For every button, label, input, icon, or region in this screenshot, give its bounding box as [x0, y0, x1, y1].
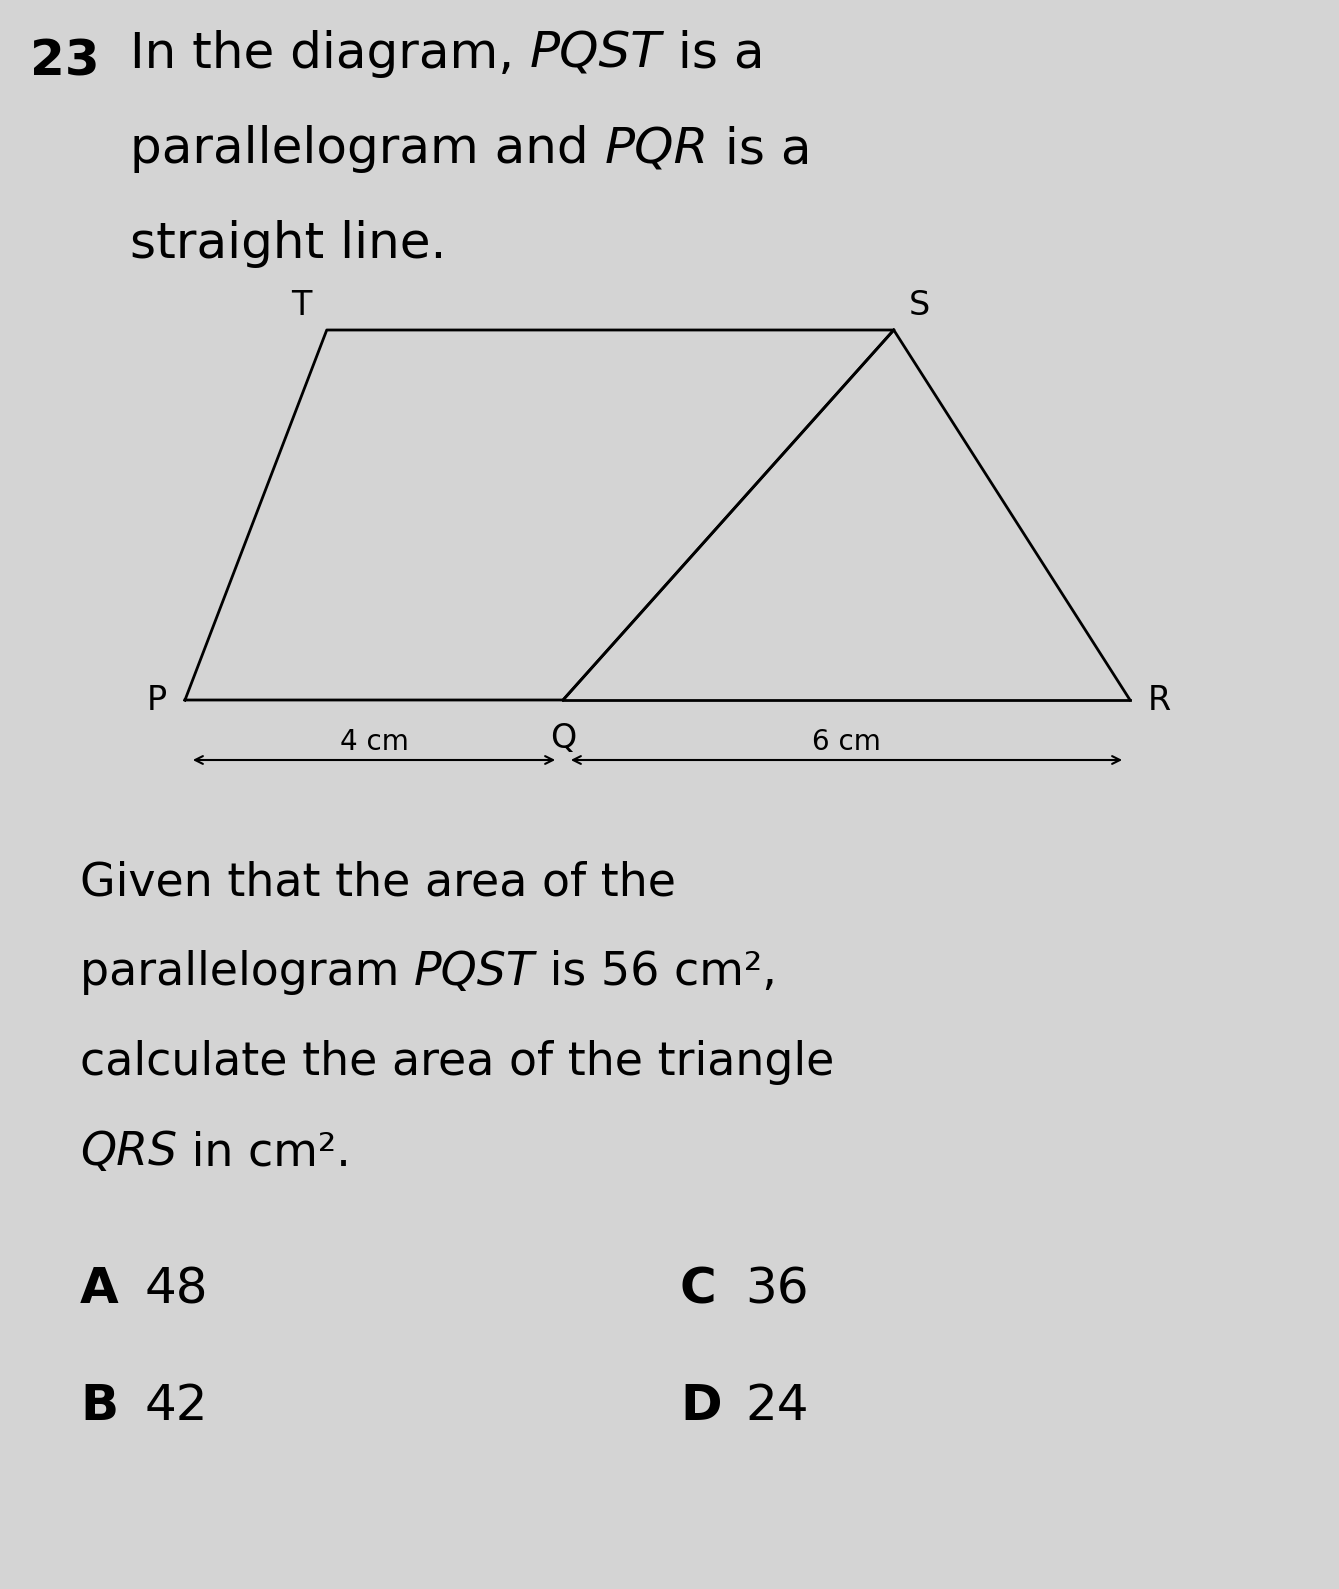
- Text: Q: Q: [550, 721, 576, 755]
- Text: R: R: [1148, 683, 1172, 717]
- Text: D: D: [680, 1382, 722, 1430]
- Text: QRS: QRS: [80, 1130, 177, 1174]
- Text: PQST: PQST: [414, 950, 534, 995]
- Text: Given that the area of the: Given that the area of the: [80, 860, 676, 906]
- Text: B: B: [80, 1382, 118, 1430]
- Text: 36: 36: [744, 1265, 809, 1313]
- Text: is a: is a: [661, 30, 765, 78]
- Text: S: S: [909, 289, 931, 323]
- Text: 6 cm: 6 cm: [811, 728, 881, 756]
- Text: 4 cm: 4 cm: [340, 728, 408, 756]
- Text: C: C: [680, 1265, 716, 1313]
- Text: parallelogram and: parallelogram and: [130, 126, 604, 173]
- Text: P: P: [147, 683, 167, 717]
- Text: 42: 42: [145, 1382, 209, 1430]
- Text: PQST: PQST: [530, 30, 661, 78]
- Text: in cm².: in cm².: [177, 1130, 351, 1174]
- Text: In the diagram,: In the diagram,: [130, 30, 530, 78]
- Text: calculate the area of the triangle: calculate the area of the triangle: [80, 1039, 834, 1085]
- Text: is a: is a: [708, 126, 811, 173]
- Text: A: A: [80, 1265, 119, 1313]
- Text: straight line.: straight line.: [130, 219, 446, 269]
- Text: 48: 48: [145, 1265, 209, 1313]
- Text: 24: 24: [744, 1382, 809, 1430]
- Text: PQR: PQR: [604, 126, 708, 173]
- Text: 23: 23: [29, 38, 99, 86]
- Text: is 56 cm²,: is 56 cm²,: [534, 950, 777, 995]
- Text: parallelogram: parallelogram: [80, 950, 414, 995]
- Text: T: T: [292, 289, 312, 323]
